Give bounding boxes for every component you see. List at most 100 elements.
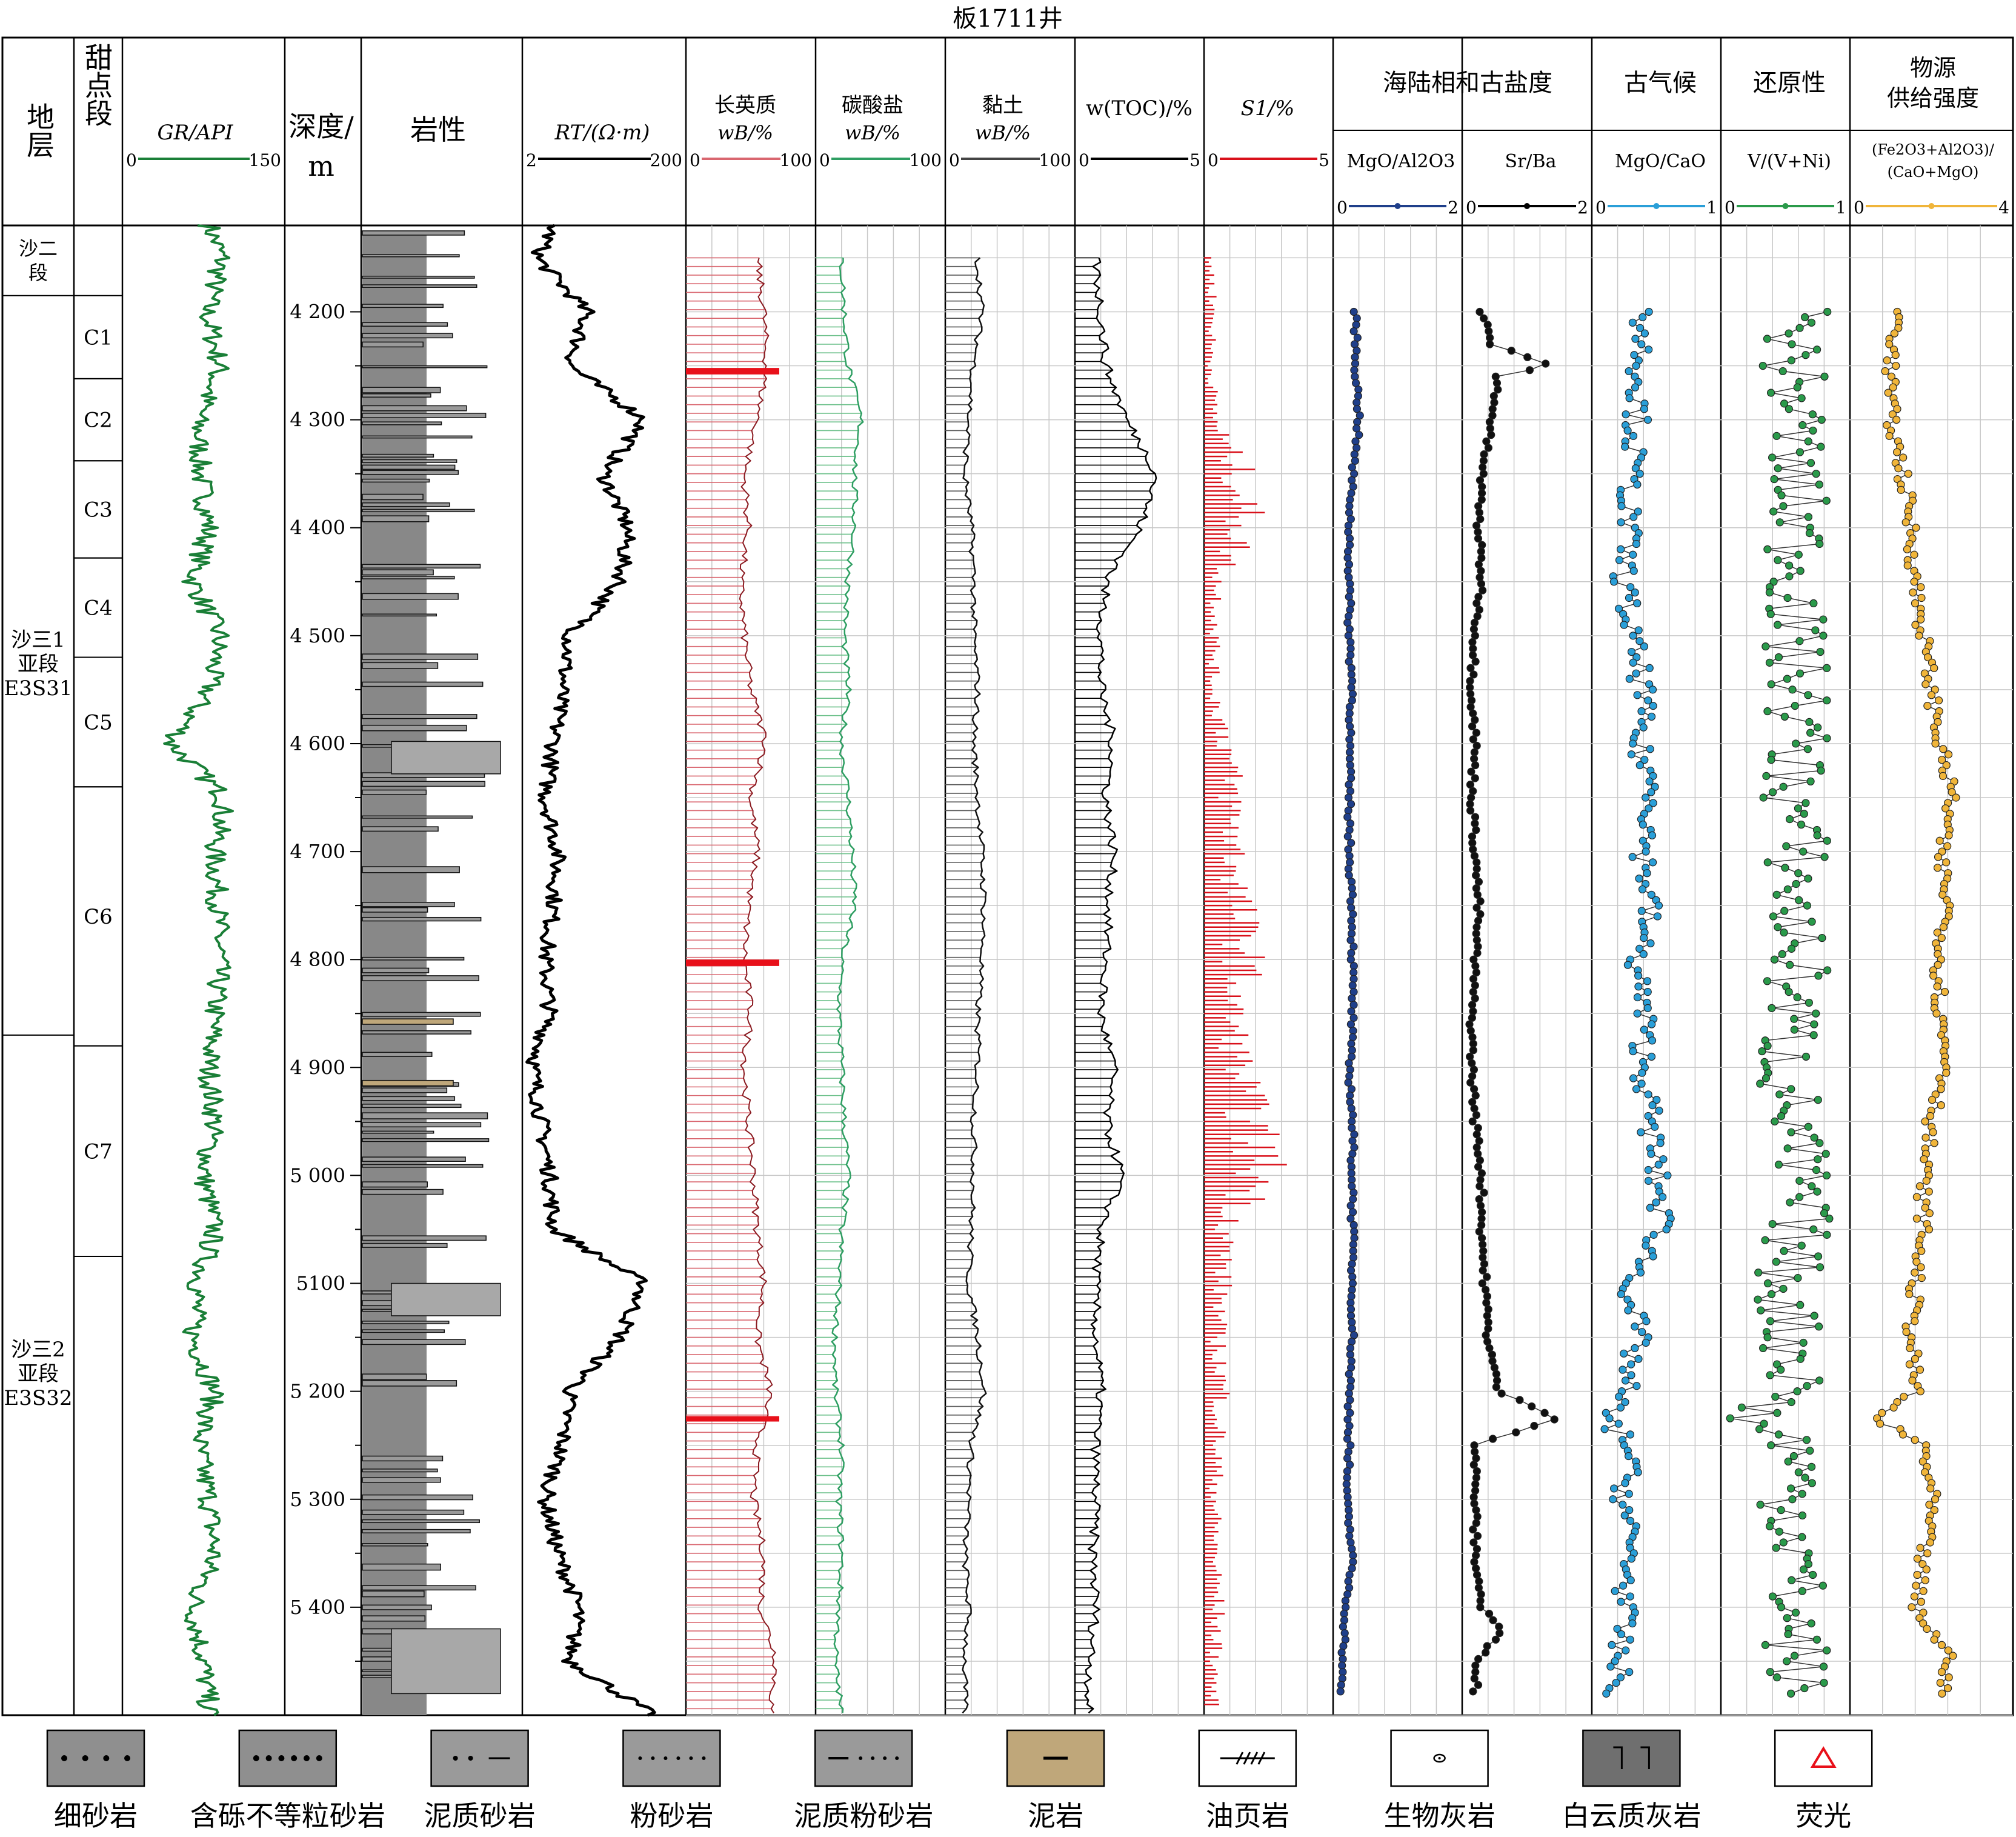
legend-item: 荧光: [1774, 1729, 1873, 1832]
dot-curve-point: [1796, 1355, 1805, 1363]
sweet-spot-label: C7: [84, 1139, 113, 1164]
dot-curve-point: [1942, 858, 1951, 867]
dot-curve-point: [1911, 621, 1920, 629]
stratum-label-line: E3S32: [4, 1386, 72, 1410]
dot-curve-point: [1472, 1519, 1480, 1527]
dot-curve-point: [1763, 858, 1772, 867]
dot-curve-point: [1479, 1266, 1487, 1275]
scale-min-label: 0: [1079, 150, 1090, 170]
legend-pattern-dot: [664, 1756, 668, 1760]
dot-curve-point: [1639, 950, 1648, 958]
log-curve-group: [816, 257, 864, 1713]
dot-curve-point: [1470, 1674, 1479, 1683]
dot-curve-point: [1466, 1078, 1475, 1087]
lithology-bed: [362, 1455, 444, 1462]
dot-curve-point: [1631, 524, 1639, 532]
legend-pattern-dot: [82, 1755, 88, 1761]
dot-curve-point: [1937, 1101, 1945, 1110]
log-curve-group: [1075, 257, 1157, 1714]
dot-curve-point: [1648, 1020, 1656, 1029]
dot-curve-point: [1777, 1365, 1785, 1374]
lithology-bed: [362, 967, 430, 973]
dot-curve-point: [1648, 858, 1657, 867]
dot-curve-point: [1762, 1074, 1771, 1082]
dot-curve-point: [1483, 1642, 1491, 1650]
dot-curve-point: [1346, 1538, 1355, 1547]
dot-curve-point: [1779, 502, 1788, 510]
dot-curve-point: [1801, 351, 1810, 359]
dot-curve-point: [1348, 1150, 1357, 1158]
dot-curve-point: [1944, 1646, 1952, 1655]
header-s1: S1/%: [1241, 96, 1295, 121]
dot-curve-point: [1773, 621, 1782, 629]
dot-curve-point: [1785, 572, 1794, 581]
dot-curve-point: [1491, 372, 1500, 381]
dot-curve-point: [1349, 910, 1357, 918]
dot-curve-point: [1654, 1161, 1663, 1169]
dot-curve-point: [1806, 1447, 1814, 1455]
dot-curve-point: [1937, 1085, 1945, 1093]
track-grid: [1592, 225, 1721, 1716]
log-curve-group: [686, 257, 777, 1713]
dot-curve-point: [1339, 1655, 1347, 1663]
scale-min-label: 0: [1595, 198, 1606, 218]
legend-pattern-dot: [676, 1756, 680, 1760]
dot-curve-point: [1912, 524, 1920, 532]
dot-curve-point: [1345, 508, 1354, 517]
dot-curve-point: [1346, 819, 1355, 828]
dot-curve-point: [1786, 1198, 1794, 1207]
dot-curve-point: [1767, 680, 1775, 688]
dot-curve-point: [1766, 1371, 1774, 1379]
dot-curve-point: [1494, 385, 1502, 394]
dot-curve-point: [1634, 626, 1643, 635]
lithology-bed: [362, 1494, 473, 1501]
dot-curve-point: [1618, 1501, 1627, 1509]
lithology-bed: [362, 493, 424, 501]
dot-curve-point: [1466, 690, 1475, 698]
dot-curve-point: [1815, 480, 1823, 489]
dot-curve-point: [1632, 1085, 1641, 1093]
dot-curve-point: [1944, 912, 1953, 921]
figure-title: 板1711井: [953, 5, 1063, 33]
dot-curve-point: [1347, 839, 1356, 847]
dot-curve-point: [1629, 432, 1638, 440]
dot-curve-point: [1495, 1629, 1504, 1638]
dot-curve-point: [1633, 993, 1642, 1002]
lithology-bed: [362, 956, 465, 961]
dot-curve-point: [1788, 340, 1796, 348]
dot-curve-point: [1795, 669, 1805, 678]
dot-curve-point: [1635, 875, 1643, 883]
dot-curve-point: [1779, 1538, 1788, 1547]
sandstone-bed: [391, 741, 501, 775]
legend-item: 油页岩: [1198, 1729, 1297, 1832]
dot-curve-point: [1647, 788, 1655, 796]
dot-curve-point: [1899, 453, 1908, 462]
depth-tick-label: 4 900: [290, 1056, 345, 1079]
dot-curve-point: [1823, 836, 1831, 845]
dot-curve-point: [1642, 1317, 1651, 1325]
legend-pattern-dot: [278, 1755, 285, 1761]
dot-curve-point: [1625, 394, 1634, 402]
dot-curve-point: [1631, 335, 1640, 343]
dot-curve-point: [1352, 405, 1362, 413]
dot-curve-point: [1469, 1065, 1479, 1074]
scale-min-label: 0: [1208, 150, 1219, 170]
dot-curve-point: [1469, 735, 1477, 744]
dot-curve-point: [1763, 1279, 1772, 1288]
dot-curve-point: [1632, 361, 1640, 370]
log-curve-group: [525, 224, 656, 1717]
dot-curve-point: [1772, 1258, 1780, 1266]
dot-curve-point: [1763, 707, 1772, 716]
dot-curve-point: [1806, 728, 1815, 737]
header-rt: RT/(Ω·m): [554, 121, 650, 145]
lithology-bed: [362, 789, 427, 795]
dot-curve-point: [1942, 761, 1951, 770]
lithology-bed: [362, 1242, 448, 1248]
dot-curve-point: [1624, 1306, 1632, 1315]
dot-curve-point: [1620, 1441, 1628, 1450]
dot-curve-point: [1767, 1290, 1776, 1298]
dot-curve-point: [1629, 739, 1637, 748]
scale-max-label: 1: [1706, 198, 1717, 218]
dot-curve-point: [1768, 1219, 1777, 1229]
